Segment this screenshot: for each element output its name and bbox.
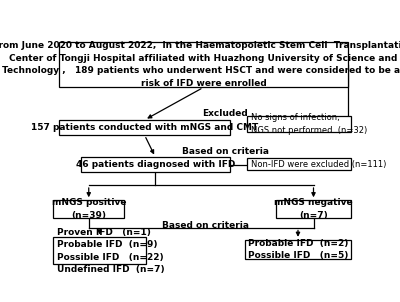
Text: Excluded: Excluded [202,109,248,118]
FancyBboxPatch shape [276,200,351,218]
FancyBboxPatch shape [247,158,351,170]
FancyBboxPatch shape [81,157,230,172]
Text: Based on criteria: Based on criteria [162,221,248,230]
FancyBboxPatch shape [245,240,351,259]
Text: From June 2020 to August 2022,  in the Haematopoietic Stem Cell  Transplantation: From June 2020 to August 2022, in the Ha… [0,41,400,88]
Text: Proven IFD   (n=1)
Probable IFD  (n=9)
Possible IFD   (n=22)
Undefined IFD  (n=7: Proven IFD (n=1) Probable IFD (n=9) Poss… [57,227,164,274]
FancyBboxPatch shape [59,120,230,135]
Text: Non-IFD were excluded (n=111): Non-IFD were excluded (n=111) [250,160,386,169]
Text: mNGS positive
(n=39): mNGS positive (n=39) [52,198,126,220]
FancyBboxPatch shape [53,237,146,264]
FancyBboxPatch shape [247,117,351,132]
FancyBboxPatch shape [53,200,124,218]
Text: 157 patients conducted with mNGS and CMT: 157 patients conducted with mNGS and CMT [31,123,258,132]
Text: Based on criteria: Based on criteria [182,146,269,156]
FancyBboxPatch shape [59,42,348,87]
Text: No signs of infection,
NGS not performed  (n=32): No signs of infection, NGS not performed… [250,113,367,135]
Text: Probable IFD  (n=2)
Possible IFD   (n=5): Probable IFD (n=2) Possible IFD (n=5) [248,239,348,260]
Text: mNGS negative
(n=7): mNGS negative (n=7) [274,198,353,220]
Text: 46 patients diagnosed with IFD: 46 patients diagnosed with IFD [76,160,235,169]
